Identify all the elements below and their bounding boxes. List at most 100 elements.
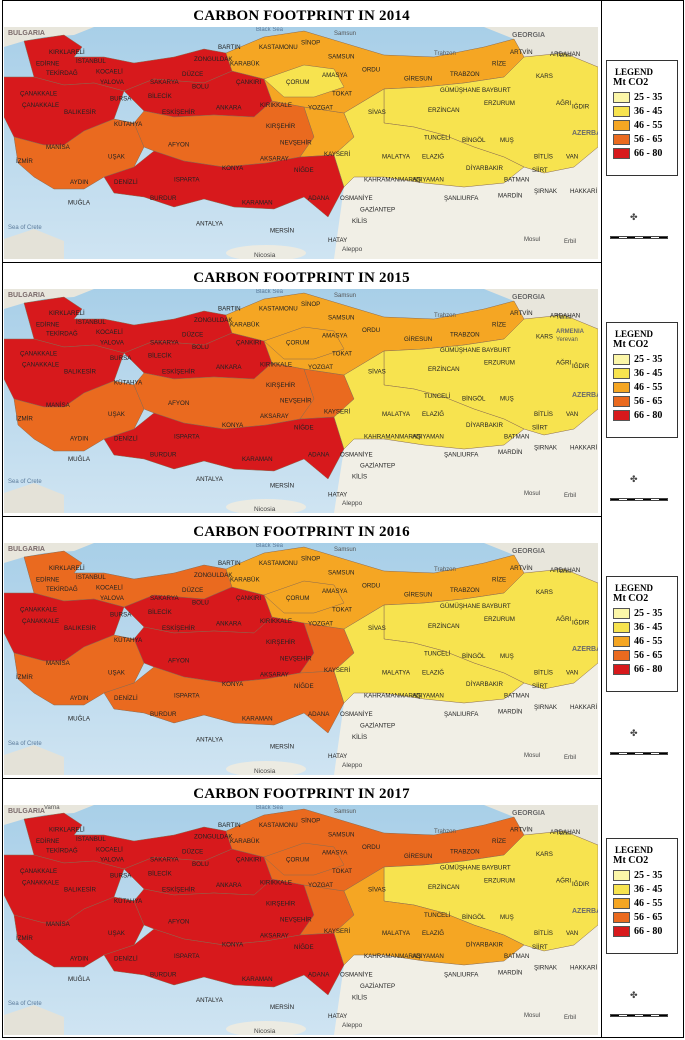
province-label: KONYA [222, 422, 244, 429]
province-label: GİRESUN [404, 592, 432, 599]
province-label: ÇANAKKALE [20, 91, 57, 98]
syria-iraq-land [334, 663, 598, 775]
legend-class-label: 36 - 45 [634, 621, 663, 633]
province-label: İSTANBUL [76, 319, 106, 326]
legend-box: LEGEND Mt CO2 25 - 35 36 - 45 46 - 55 56 - 65… [606, 838, 678, 954]
geo-label-city-trabzon: Trabzon [434, 51, 456, 57]
legend-heading: LEGEND [615, 67, 654, 77]
greece-islands [4, 1005, 64, 1035]
province-label: BİNGÖL [462, 395, 486, 402]
province-label: ZONGULDAK [194, 572, 233, 579]
legend-class-label: 25 - 35 [634, 869, 663, 881]
province-label: ARDAHAN [550, 567, 580, 574]
province-label: TUNCELİ [424, 393, 451, 400]
province-label: ADIYAMAN [412, 433, 444, 440]
province-label: HAKKARİ [570, 188, 597, 195]
legend-column-divider [601, 0, 602, 1038]
province-label: OSMANİYE [340, 451, 373, 458]
province-label: DİYARBAKIR [466, 942, 504, 949]
province-label: İZMİR [16, 935, 33, 942]
province-label: ŞANLIURFA [444, 972, 479, 979]
province-label: GAZİANTEP [360, 983, 395, 990]
province-label: DENİZLİ [114, 436, 138, 443]
province-label: NEVŞEHİR [280, 916, 312, 923]
legend-class-label: 36 - 45 [634, 105, 663, 117]
province-label: KIRŞEHİR [266, 639, 296, 646]
cyprus-land [226, 499, 306, 513]
panel-title: CARBON FOOTPRINT IN 2014 [193, 8, 410, 24]
province-label: RİZE [492, 321, 506, 328]
province-label: AĞRI [556, 100, 571, 107]
province-label: ZONGULDAK [194, 56, 233, 63]
geo-label-city-nicosia: Nicosia [254, 252, 276, 259]
province-label: ŞANLIURFA [444, 195, 479, 202]
geo-label-country-bulgaria: BULGARIA [8, 292, 45, 299]
province-label: BATMAN [504, 953, 529, 960]
province-label: BOLU [192, 600, 209, 607]
province-label: KOCAELİ [96, 846, 123, 853]
province-label: AMASYA [322, 588, 348, 595]
province-label: BURDUR [150, 451, 177, 458]
province-label: BİNGÖL [462, 137, 486, 144]
scale-bar [610, 236, 668, 239]
north-arrow-icon: ✤ [630, 212, 638, 222]
province-label: HAKKARİ [570, 965, 597, 972]
legend-row: 56 - 65 [613, 132, 677, 146]
geo-label-city-trabzon: Trabzon [434, 313, 456, 319]
province-label: İSTANBUL [76, 58, 106, 65]
province-label: KAHRAMANMARAŞ [364, 953, 421, 960]
province-label: ARTVİN [510, 49, 533, 56]
province-label: TUNCELİ [424, 135, 451, 142]
province-label: İZMİR [16, 158, 33, 165]
province-label: ERZİNCAN [428, 107, 460, 114]
province-label: KARS [536, 334, 553, 341]
province-label: AĞRI [556, 877, 571, 884]
province-label: TEKİRDAĞ [46, 330, 78, 337]
legend-class-label: 46 - 55 [634, 381, 663, 393]
region-med [103, 150, 345, 218]
province-label: GÜMÜŞHANE [440, 865, 480, 872]
province-label: ANTALYA [196, 997, 224, 1004]
province-label: YOZGAT [308, 882, 333, 889]
region-aegean [13, 118, 145, 190]
province-label: İSTANBUL [76, 836, 106, 843]
greece-islands [4, 483, 64, 513]
province-label: UŞAK [108, 669, 126, 676]
province-label: ADANA [308, 195, 330, 202]
province-label: BURSA [110, 95, 132, 102]
province-label: OSMANİYE [340, 195, 373, 202]
province-label: BAYBURT [482, 347, 511, 354]
province-label: TEKİRDAĞ [46, 70, 78, 77]
province-label: MUŞ [500, 914, 514, 921]
province-label: SAMSUN [328, 54, 354, 61]
province-label: ERZİNCAN [428, 623, 460, 630]
province-label: AMASYA [322, 850, 348, 857]
legend-row: 36 - 45 [613, 882, 677, 896]
province-label: SİVAS [368, 109, 386, 116]
province-label: SAMSUN [328, 315, 354, 322]
province-label: ŞIRNAK [534, 704, 558, 711]
province-label: ANKARA [216, 364, 242, 371]
province-label: BARTIN [218, 44, 241, 51]
province-label: ISPARTA [174, 692, 200, 699]
panel-title: CARBON FOOTPRINT IN 2015 [193, 270, 410, 286]
geo-label-city-samsun: Samsun [334, 547, 356, 553]
province-label: ŞANLIURFA [444, 711, 479, 718]
panel-title: CARBON FOOTPRINT IN 2017 [193, 786, 410, 802]
province-label: BİTLİS [534, 669, 553, 676]
region-med [103, 928, 345, 996]
legend-class-label: 46 - 55 [634, 635, 663, 647]
province-label: HATAY [328, 1013, 347, 1020]
turkey-choropleth-map: BULGARIA GEORGIA AZERBAI Black Sea Nicosia Al… [4, 543, 598, 775]
legend-class-label: 36 - 45 [634, 367, 663, 379]
province-label: BALIKESİR [64, 368, 97, 375]
north-arrow-icon: ✤ [630, 474, 638, 484]
province-label: DENİZLİ [114, 695, 138, 702]
province-label: TOKAT [332, 868, 352, 875]
province-label: KIRKLARELİ [49, 827, 85, 834]
province-label: YOZGAT [308, 364, 333, 371]
province-label: BATMAN [504, 433, 529, 440]
province-label: BOLU [192, 344, 209, 351]
geo-label-sea-black: Black Sea [256, 805, 284, 811]
province-label: ÇANKIRI [236, 595, 261, 602]
